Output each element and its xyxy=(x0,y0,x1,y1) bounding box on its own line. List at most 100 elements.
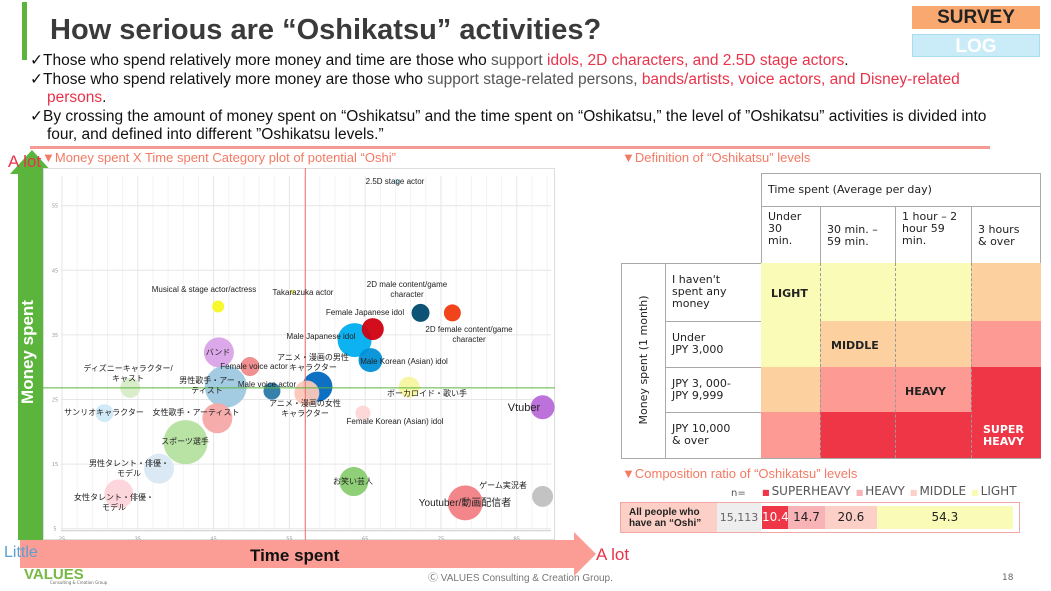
level-cell-light xyxy=(761,263,820,321)
bubble-label: Female Korean (Asian) idol xyxy=(346,417,444,426)
level-cell-middle xyxy=(761,367,820,412)
copyright: Ⓒ VALUES Consulting & Creation Group. xyxy=(428,573,613,584)
time-col-4: 3 hours & over xyxy=(971,206,1041,264)
survey-badge: SURVEY xyxy=(912,6,1040,29)
composition-title: ▼Composition ratio of “Oshikatsu” levels xyxy=(622,466,858,481)
bubble-label: Youtuber/動画配信者 xyxy=(418,498,512,509)
bubble xyxy=(204,365,247,408)
summary-bullets: ✓Those who spend relatively more money a… xyxy=(30,52,1020,145)
time-axis-arrowhead xyxy=(574,532,596,576)
sample-size: 15,113 xyxy=(717,503,761,532)
heavy-level-label: HEAVY xyxy=(905,385,946,398)
grid-bottom-border xyxy=(761,458,1041,459)
bubble-label: ゲーム実況者 xyxy=(479,481,527,490)
bubble xyxy=(339,467,369,497)
log-badge: LOG xyxy=(912,34,1040,57)
bubble xyxy=(361,318,384,341)
bubble xyxy=(398,376,420,398)
bubble xyxy=(144,453,175,484)
grid-divider xyxy=(971,263,972,458)
time-col-1: Under 30 min. xyxy=(761,206,821,264)
page-number: 18 xyxy=(1002,573,1014,583)
money-header-cell: Money spent (1 month) xyxy=(621,263,666,459)
bubble xyxy=(530,395,555,420)
time-high-label: A lot xyxy=(596,545,630,564)
time-col-2: 30 min. – 59 min. xyxy=(820,206,896,264)
y-tick-label: 15 xyxy=(52,462,58,468)
bubble-label: Female Japanese idol xyxy=(325,308,405,317)
bubble-label: ディズニーキャラクター/ キャスト xyxy=(83,364,173,383)
time-axis-label: Time spent xyxy=(250,546,340,565)
x-tick-label: 55 xyxy=(286,537,292,540)
legend-swatch-icon: ■ xyxy=(971,488,979,497)
bubble-label: Vtuber xyxy=(507,402,541,414)
legend-item: ■ MIDDLE xyxy=(910,484,966,498)
bubble-label: アニメ・漫画の女性 キャラクター xyxy=(269,399,341,418)
bubble-label: 女性歌手・アーティスト xyxy=(152,408,240,417)
bubble xyxy=(203,337,234,368)
bubble xyxy=(532,485,554,507)
bubble xyxy=(202,403,233,434)
money-axis-arrow xyxy=(18,172,46,540)
values-logo-subtitle: Consulting & Creation Group xyxy=(50,580,108,585)
level-cell-superheavy xyxy=(820,412,895,458)
bubble-label: 女性タレント・俳優・ モデル xyxy=(74,493,154,512)
bubble-chart: 25 35 45 55 65 75 85 5 15 25 35 45 55 xyxy=(43,168,555,540)
bubble xyxy=(104,479,134,509)
middle-level-label: MIDDLE xyxy=(831,339,879,352)
bubble-label: Female voice actor xyxy=(220,362,288,371)
bubble xyxy=(240,357,260,377)
composition-bar-heavy: 14.7 xyxy=(788,506,825,529)
divider xyxy=(30,146,990,149)
bubble xyxy=(95,404,114,423)
light-level-label: LIGHT xyxy=(771,287,808,300)
composition-row xyxy=(620,502,1020,533)
bubble xyxy=(394,178,401,185)
bubble xyxy=(294,380,320,406)
y-tick-label: 5 xyxy=(53,527,56,533)
level-cell-middle xyxy=(895,321,971,367)
bubble xyxy=(163,420,208,465)
level-cell-light xyxy=(761,321,820,367)
legend-item: ■ SUPERHEAVY xyxy=(762,484,851,498)
bubble xyxy=(443,304,461,322)
bubble-label: 2D male content/game character xyxy=(366,280,448,299)
page-title: How serious are “Oshikatsu” activities? xyxy=(50,14,602,46)
level-cell-superheavy xyxy=(971,412,1041,458)
bubble-label: 2D female content/game character xyxy=(425,325,513,344)
money-header: Money spent (1 month) xyxy=(637,295,650,425)
bubble-label: Male Japanese idol xyxy=(286,332,356,341)
bubble-label: Male voice actor xyxy=(237,380,297,389)
composition-bar-middle: 20.6 xyxy=(825,506,877,529)
level-cell-middle xyxy=(820,321,895,367)
time-col-3: 1 hour – 2 hour 59 min. xyxy=(895,206,972,264)
bullet-3: ✓By crossing the amount of money spent o… xyxy=(30,107,987,144)
money-row-3: JPY 3, 000- JPY 9,999 xyxy=(665,367,762,413)
legend-label: HEAVY xyxy=(865,484,905,498)
legend-item: ■ HEAVY xyxy=(856,484,905,498)
bubble xyxy=(263,382,281,400)
bubble xyxy=(358,348,383,373)
time-low-label: Little xyxy=(4,544,38,561)
bubble-label: バンド xyxy=(205,348,231,357)
legend-item: ■ LIGHT xyxy=(971,484,1016,498)
bubble xyxy=(212,300,225,313)
bullet-1: ✓Those who spend relatively more money a… xyxy=(30,52,849,69)
bubble-label: ボーカロイド・歌い手 xyxy=(387,389,467,398)
bubble-label: スポーツ選手 xyxy=(161,437,209,446)
values-logo: VALUES xyxy=(24,566,84,583)
bubble-label: アニメ・漫画の男性 キャラクター xyxy=(277,353,349,372)
x-tick-label: 65 xyxy=(362,537,368,540)
legend-swatch-icon: ■ xyxy=(762,488,770,497)
chart-title: ▼Money spent X Time spent Category plot … xyxy=(42,150,396,165)
legend-label: LIGHT xyxy=(980,484,1017,498)
bubble-label: お笑い芸人 xyxy=(333,477,373,486)
time-header: Time spent (Average per day) xyxy=(761,173,1041,207)
definition-title: ▼Definition of “Oshikatsu” levels xyxy=(622,150,811,165)
composition-row-label: All people who have an “Oshi” xyxy=(621,503,717,532)
x-tick-label: 45 xyxy=(210,537,216,540)
legend-label: MIDDLE xyxy=(919,484,967,498)
composition-bar-superheavy: 10.4 xyxy=(762,506,789,529)
bubble-label: 2.5D stage actor xyxy=(365,177,425,186)
title-accent-bar xyxy=(22,2,27,60)
